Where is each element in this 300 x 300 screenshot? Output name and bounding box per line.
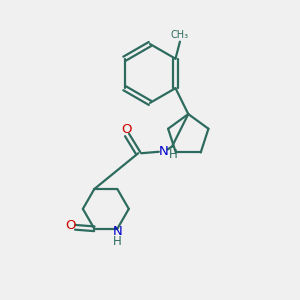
Text: H: H (113, 235, 122, 248)
Text: O: O (65, 219, 76, 232)
Text: N: N (112, 225, 122, 238)
Text: O: O (121, 124, 132, 136)
Text: H: H (169, 148, 178, 161)
Text: CH₃: CH₃ (171, 30, 189, 40)
Text: N: N (158, 145, 168, 158)
